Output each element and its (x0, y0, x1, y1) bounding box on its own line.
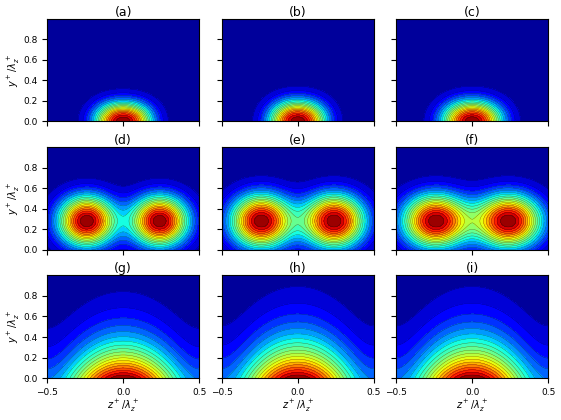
Title: (e): (e) (289, 134, 306, 147)
Y-axis label: $y^+/\lambda_z^+$: $y^+/\lambda_z^+$ (6, 53, 22, 87)
Title: (c): (c) (464, 5, 481, 18)
Title: (a): (a) (114, 5, 132, 18)
Title: (d): (d) (114, 134, 132, 147)
Title: (h): (h) (289, 262, 306, 275)
Title: (f): (f) (465, 134, 479, 147)
Title: (i): (i) (466, 262, 479, 275)
X-axis label: $z^+/\lambda_z^+$: $z^+/\lambda_z^+$ (107, 398, 139, 415)
Title: (g): (g) (114, 262, 132, 275)
Title: (b): (b) (289, 5, 306, 18)
X-axis label: $z^+/\lambda_z^+$: $z^+/\lambda_z^+$ (282, 398, 314, 415)
Y-axis label: $y^+/\lambda_z^+$: $y^+/\lambda_z^+$ (6, 310, 22, 344)
Y-axis label: $y^+/\lambda_z^+$: $y^+/\lambda_z^+$ (6, 182, 22, 215)
X-axis label: $z^+/\lambda_z^+$: $z^+/\lambda_z^+$ (456, 398, 488, 415)
